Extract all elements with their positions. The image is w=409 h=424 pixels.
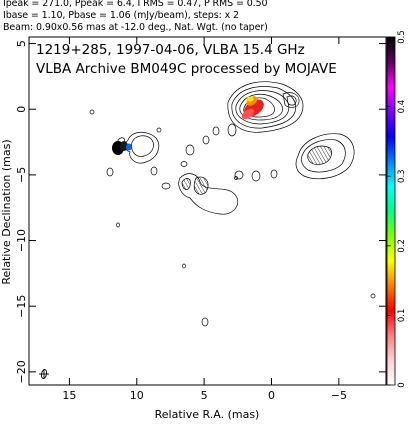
south-knot-component	[161, 144, 239, 215]
west-knot-component	[295, 133, 355, 180]
colorbar-tick-label: 0.5	[397, 30, 407, 44]
y-axis: 5 0 −5 −10 −15 −20	[15, 40, 386, 383]
header-line-3: Beam: 0.90x0.56 mas at -12.0 deg., Nat. …	[3, 22, 268, 33]
header-line-2: Ibase = 1.10, Pbase = 1.06 (mJy/beam), s…	[3, 10, 239, 21]
contour-map	[39, 81, 376, 379]
y-tick-label: 5	[15, 40, 28, 47]
colorbar-tick-label: 0	[397, 382, 407, 387]
core-component	[227, 81, 304, 133]
y-tick-label: 0	[15, 106, 28, 113]
colorbar-tick-label: 0.4	[397, 100, 407, 114]
x-tick-label: 10	[130, 389, 144, 402]
colorbar-tick-label: 0.2	[397, 239, 407, 253]
y-tick-label: −20	[15, 360, 28, 383]
colorbar-tick-label: 0.1	[397, 309, 407, 323]
y-tick-label: −15	[15, 295, 28, 318]
beam-ellipse	[39, 369, 49, 379]
x-tick-label: 5	[201, 389, 208, 402]
x-tick-label: 15	[62, 389, 76, 402]
colorbar-tick-label: 0.3	[397, 169, 407, 183]
noise-contours	[89, 109, 376, 327]
header-line-1: Ipeak = 271.0, Ppeak = 6.4, I RMS = 0.47…	[3, 0, 268, 9]
plot-frame	[28, 36, 387, 386]
annotation-line-2: VLBA Archive BM049C processed by MOJAVE	[36, 61, 337, 77]
y-tick-label: −5	[15, 167, 28, 183]
annotation-line-1: 1219+285, 1997-04-06, VLBA 15.4 GHz	[36, 42, 305, 58]
x-axis: 15 10 5 0 −5	[62, 37, 347, 402]
y-axis-label: Relative Declination (mas)	[0, 139, 13, 284]
x-tick-label: 0	[268, 389, 275, 402]
x-axis-label: Relative R.A. (mas)	[155, 408, 260, 421]
east-knot-component	[112, 131, 160, 164]
colorbar-gradient	[386, 36, 396, 386]
x-tick-label: −5	[331, 389, 347, 402]
colorbar: 0 0.1 0.2 0.3 0.4 0.5	[386, 30, 407, 388]
y-tick-label: −10	[15, 229, 28, 252]
